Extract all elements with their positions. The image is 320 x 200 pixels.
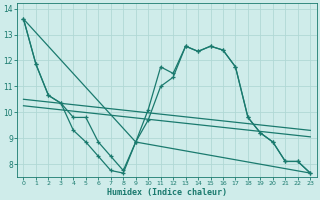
X-axis label: Humidex (Indice chaleur): Humidex (Indice chaleur): [107, 188, 227, 197]
